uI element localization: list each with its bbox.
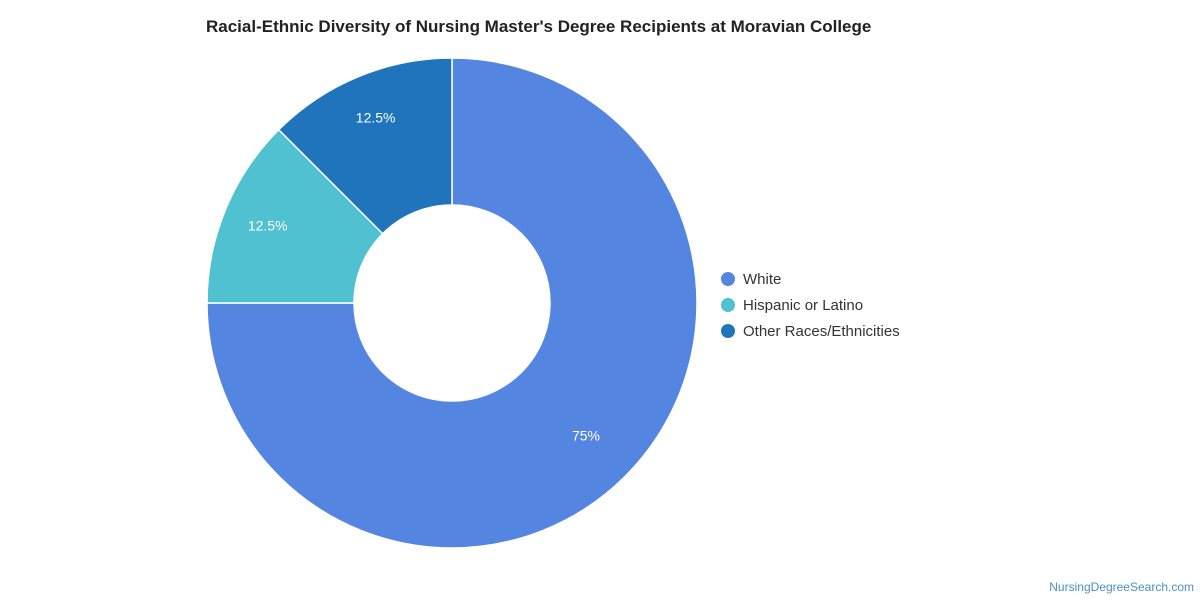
- slice-white[interactable]: [206, 57, 698, 549]
- legend-swatch-other-races: [721, 324, 735, 338]
- slice-other-races[interactable]: [277, 57, 453, 235]
- legend-item-other-races[interactable]: Other Races/Ethnicities: [721, 318, 900, 344]
- slice-hispanic-or-latino[interactable]: [206, 128, 384, 304]
- chart-legend: White Hispanic or Latino Other Races/Eth…: [721, 266, 900, 344]
- legend-swatch-white: [721, 272, 735, 286]
- legend-label-hispanic-or-latino: Hispanic or Latino: [743, 296, 864, 314]
- data-label-other-races: 12.5%: [356, 109, 396, 125]
- chart-title: Racial-Ethnic Diversity of Nursing Maste…: [206, 17, 872, 36]
- data-label-white: 75%: [572, 428, 600, 444]
- legend-item-hispanic-or-latino[interactable]: Hispanic or Latino: [721, 292, 900, 318]
- legend-label-other-races: Other Races/Ethnicities: [743, 322, 900, 340]
- watermark-link[interactable]: NursingDegreeSearch.com: [1049, 580, 1194, 594]
- data-label-hispanic-or-latino: 12.5%: [248, 217, 288, 233]
- legend-item-white[interactable]: White: [721, 266, 900, 292]
- legend-label-white: White: [743, 270, 782, 288]
- legend-swatch-hispanic-or-latino: [721, 298, 735, 312]
